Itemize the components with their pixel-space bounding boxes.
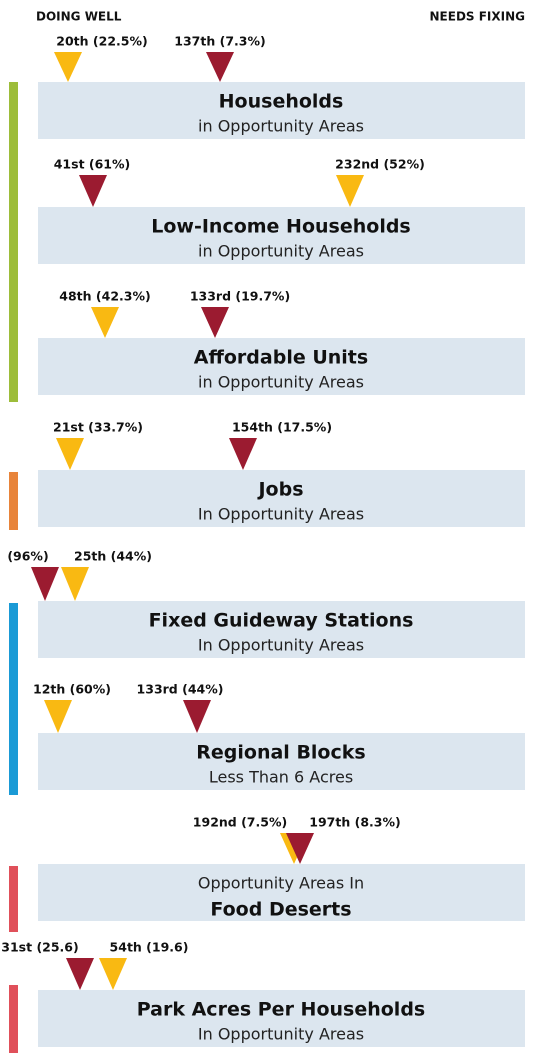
marker-triangle <box>54 52 82 82</box>
marker-triangle <box>183 700 211 733</box>
section-title: Households <box>219 91 344 113</box>
section-title: Low-Income Households <box>151 216 411 238</box>
marker-label: 54th (19.6) <box>110 940 189 955</box>
marker-triangle <box>286 833 314 864</box>
marker-label: 20th (22.5%) <box>56 34 147 49</box>
section-box <box>38 82 525 139</box>
marker-label: 192nd (7.5%) <box>193 815 287 830</box>
side-bar <box>9 866 18 932</box>
marker-triangle <box>56 438 84 470</box>
side-bar <box>9 603 18 795</box>
section-box <box>38 207 525 264</box>
marker-triangle <box>31 567 59 601</box>
section-title: Regional Blocks <box>196 742 365 764</box>
marker-triangle <box>44 700 72 733</box>
section-subtitle: in Opportunity Areas <box>198 242 364 261</box>
marker-label: (96%) <box>7 549 48 564</box>
section-subtitle: in Opportunity Areas <box>198 117 364 136</box>
marker-label: 137th (7.3%) <box>174 34 265 49</box>
side-bar <box>9 82 18 402</box>
marker-triangle <box>99 958 127 990</box>
marker-triangle <box>79 175 107 207</box>
section-title: Jobs <box>256 479 303 501</box>
section-title: Food Deserts <box>210 899 351 921</box>
marker-label: 12th (60%) <box>33 682 111 697</box>
marker-label: 133rd (44%) <box>137 682 224 697</box>
marker-label: 31st (25.6) <box>1 940 78 955</box>
section-subtitle: In Opportunity Areas <box>198 505 364 524</box>
section-box <box>38 601 525 658</box>
marker-label: 21st (33.7%) <box>53 420 143 435</box>
marker-triangle <box>336 175 364 207</box>
section-title: Park Acres Per Households <box>137 999 425 1021</box>
section-subtitle: Opportunity Areas In <box>198 874 364 893</box>
marker-triangle <box>201 307 229 338</box>
marker-triangle <box>206 52 234 82</box>
section-subtitle: Less Than 6 Acres <box>209 768 353 787</box>
section-box <box>38 990 525 1047</box>
side-bar <box>9 985 18 1053</box>
marker-label: 41st (61%) <box>54 157 131 172</box>
marker-triangle <box>66 958 94 990</box>
section-subtitle: In Opportunity Areas <box>198 1025 364 1044</box>
section-subtitle: in Opportunity Areas <box>198 373 364 392</box>
marker-triangle <box>91 307 119 338</box>
marker-label: 197th (8.3%) <box>309 815 400 830</box>
marker-label: 154th (17.5%) <box>232 420 332 435</box>
marker-label: 25th (44%) <box>74 549 152 564</box>
section-title: Fixed Guideway Stations <box>149 610 414 632</box>
marker-label: 232nd (52%) <box>335 157 425 172</box>
marker-label: 133rd (19.7%) <box>190 289 290 304</box>
section-box <box>38 864 525 921</box>
marker-label: 48th (42.3%) <box>59 289 150 304</box>
header-left: DOING WELL <box>36 10 122 24</box>
side-bar <box>9 472 18 530</box>
marker-triangle <box>229 438 257 470</box>
section-box <box>38 338 525 395</box>
section-box <box>38 470 525 527</box>
section-subtitle: In Opportunity Areas <box>198 636 364 655</box>
section-box <box>38 733 525 790</box>
section-title: Affordable Units <box>194 347 368 369</box>
marker-triangle <box>61 567 89 601</box>
header-right: NEEDS FIXING <box>430 10 526 24</box>
